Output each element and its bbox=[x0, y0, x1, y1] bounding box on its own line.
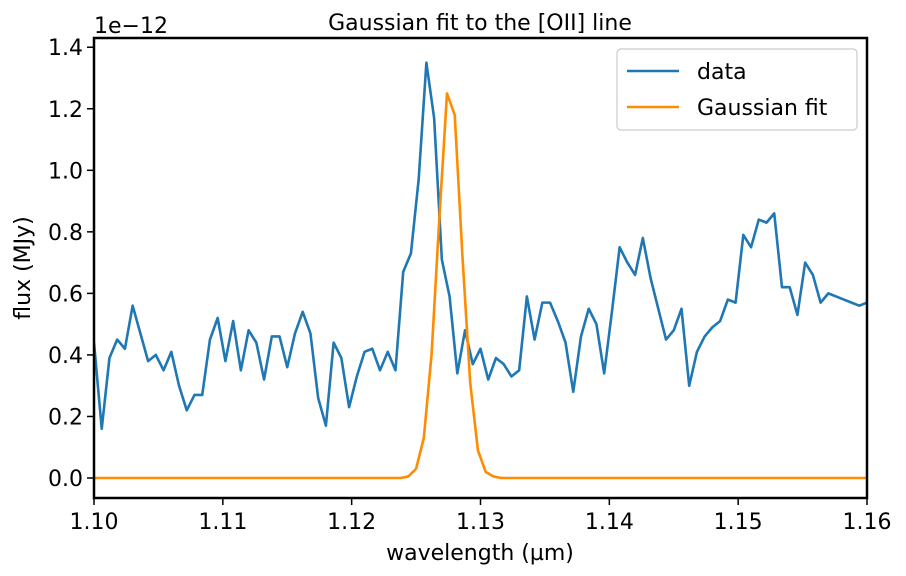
y-tick-label: 0.6 bbox=[48, 282, 83, 307]
x-tick-label: 1.11 bbox=[198, 510, 247, 535]
y-tick-label: 0.8 bbox=[48, 221, 83, 246]
y-tick-label: 1.0 bbox=[48, 159, 83, 184]
series-line-data bbox=[94, 61, 867, 431]
chart-title: Gaussian fit to the [OII] line bbox=[328, 11, 632, 36]
series-layer bbox=[94, 61, 867, 480]
x-tick-label: 1.10 bbox=[70, 510, 119, 535]
x-axis-label: wavelength (µm) bbox=[386, 541, 574, 566]
y-tick-label: 0.0 bbox=[48, 467, 83, 492]
x-tick-label: 1.14 bbox=[585, 510, 634, 535]
x-tick-label: 1.12 bbox=[327, 510, 376, 535]
y-offset-label: 1e−12 bbox=[94, 14, 168, 39]
x-tick-label: 1.15 bbox=[714, 510, 763, 535]
y-axis-label: flux (MJy) bbox=[11, 216, 36, 319]
legend-label-gaussian-fit: Gaussian fit bbox=[697, 96, 828, 121]
y-tick-label: 1.2 bbox=[48, 98, 83, 123]
legend: data Gaussian fit bbox=[616, 48, 858, 131]
y-tick-label: 0.4 bbox=[48, 344, 83, 369]
y-axis: 0.0 0.2 0.4 0.6 0.8 1.0 1.2 1.4 bbox=[48, 36, 94, 492]
y-tick-label: 0.2 bbox=[48, 405, 83, 430]
legend-label-data: data bbox=[697, 60, 747, 85]
x-axis: 1.10 1.11 1.12 1.13 1.14 1.15 1.16 bbox=[70, 498, 892, 535]
series-line-gaussian-fit bbox=[94, 92, 867, 480]
legend-box bbox=[616, 48, 858, 131]
x-tick-label: 1.16 bbox=[843, 510, 892, 535]
y-tick-label: 1.4 bbox=[48, 36, 83, 61]
x-tick-label: 1.13 bbox=[456, 510, 505, 535]
